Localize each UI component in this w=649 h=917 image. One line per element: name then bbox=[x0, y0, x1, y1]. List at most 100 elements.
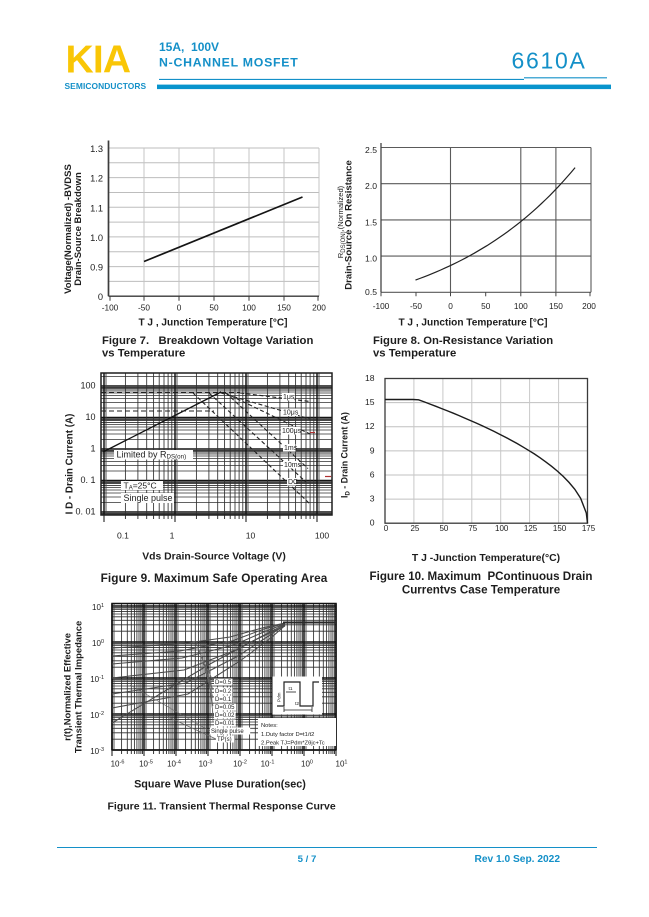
svg-text:50: 50 bbox=[439, 524, 448, 533]
svg-text:10-4: 10-4 bbox=[167, 760, 181, 769]
svg-text:6610A: 6610A bbox=[512, 48, 587, 74]
svg-text:D=0.02: D=0.02 bbox=[215, 713, 235, 719]
svg-text:t1: t1 bbox=[289, 686, 293, 692]
svg-text:DC: DC bbox=[288, 479, 298, 486]
svg-text:200: 200 bbox=[582, 301, 596, 311]
svg-text:-100: -100 bbox=[373, 301, 390, 311]
svg-text:Transient Thermal Impedance: Transient Thermal Impedance bbox=[73, 621, 84, 753]
svg-text:Drain-Source Breakdown: Drain-Source Breakdown bbox=[73, 172, 84, 286]
svg-text:10μs: 10μs bbox=[283, 410, 299, 417]
svg-text:25: 25 bbox=[410, 524, 419, 533]
svg-text:2.0: 2.0 bbox=[365, 181, 377, 191]
svg-text:T J , Junction Temperature [°C: T J , Junction Temperature [°C] bbox=[138, 318, 287, 329]
svg-text:-50: -50 bbox=[138, 302, 150, 312]
svg-text:12: 12 bbox=[365, 421, 375, 431]
svg-text:100μs: 100μs bbox=[282, 428, 302, 435]
svg-text:10-3: 10-3 bbox=[90, 747, 104, 756]
svg-text:Notes:: Notes: bbox=[261, 723, 278, 729]
svg-text:1μs: 1μs bbox=[283, 394, 295, 401]
svg-text:KIA: KIA bbox=[66, 39, 131, 82]
svg-text:100: 100 bbox=[495, 524, 509, 533]
svg-text:10ms: 10ms bbox=[284, 462, 302, 469]
svg-text:10-1: 10-1 bbox=[261, 760, 275, 769]
svg-text:Figure 8. On-Resistance Variat: Figure 8. On-Resistance Variation bbox=[373, 335, 553, 347]
svg-text:50: 50 bbox=[209, 302, 219, 312]
svg-text:125: 125 bbox=[524, 524, 538, 533]
svg-text:Square Wave Pluse Duration(sec: Square Wave Pluse Duration(sec) bbox=[134, 779, 306, 791]
svg-text:0.5: 0.5 bbox=[365, 287, 377, 297]
svg-text:75: 75 bbox=[468, 524, 477, 533]
svg-text:N-CHANNEL MOSFET: N-CHANNEL MOSFET bbox=[159, 56, 299, 70]
svg-text:15: 15 bbox=[365, 397, 375, 407]
svg-text:Single pulse: Single pulse bbox=[124, 493, 173, 503]
svg-text:Drain-Source On Resistance: Drain-Source On Resistance bbox=[344, 160, 355, 290]
svg-text:T J -Junction Temperature(°C): T J -Junction Temperature(°C) bbox=[412, 553, 560, 564]
svg-text:50: 50 bbox=[481, 301, 491, 311]
svg-text:10-1: 10-1 bbox=[90, 675, 104, 684]
svg-text:D=0.05: D=0.05 bbox=[215, 705, 235, 711]
svg-text:-100: -100 bbox=[102, 302, 119, 312]
svg-text:TA=25°C: TA=25°C bbox=[124, 481, 157, 492]
svg-text:10-2: 10-2 bbox=[233, 760, 247, 769]
svg-text:150: 150 bbox=[277, 302, 291, 312]
svg-text:6: 6 bbox=[370, 470, 375, 480]
svg-text:ID - Drain Current (A): ID - Drain Current (A) bbox=[340, 412, 352, 498]
svg-text:150: 150 bbox=[549, 301, 563, 311]
svg-text:Voltage(Normalized) -BVDSS: Voltage(Normalized) -BVDSS bbox=[63, 164, 74, 294]
svg-text:1.5: 1.5 bbox=[365, 217, 377, 227]
svg-text:15A, 100V: 15A, 100V bbox=[159, 40, 219, 54]
svg-text:1.0: 1.0 bbox=[365, 254, 377, 264]
svg-text:Pdm: Pdm bbox=[277, 692, 282, 702]
svg-text:r(t),Normalized Effective: r(t),Normalized Effective bbox=[62, 633, 73, 741]
svg-text:Figure 7. Breakdown Voltage: Figure 7. Breakdown Voltage Variation bbox=[102, 335, 313, 347]
svg-text:D=0.2: D=0.2 bbox=[215, 689, 232, 695]
svg-text:Single pulse: Single pulse bbox=[211, 729, 244, 735]
svg-text:I D - Drain Current (A): I D - Drain Current (A) bbox=[65, 414, 76, 515]
svg-text:200: 200 bbox=[312, 302, 326, 312]
svg-text:0.9: 0.9 bbox=[90, 263, 103, 273]
svg-text:101: 101 bbox=[336, 760, 348, 769]
svg-text:Figure 11. Transient Thermal R: Figure 11. Transient Thermal Response Cu… bbox=[108, 801, 336, 813]
svg-text:100: 100 bbox=[92, 639, 104, 648]
svg-text:0: 0 bbox=[177, 302, 182, 312]
svg-text:10-3: 10-3 bbox=[199, 760, 213, 769]
svg-text:D=0.01: D=0.01 bbox=[215, 721, 235, 727]
svg-text:t2: t2 bbox=[295, 701, 299, 707]
svg-text:Figure 10. Maximum PContinuou: Figure 10. Maximum PContinuous Drain bbox=[370, 570, 593, 583]
svg-text:10-6: 10-6 bbox=[111, 760, 125, 769]
svg-text:10-2: 10-2 bbox=[90, 711, 104, 720]
svg-text:T J , Junction Temperature [°C: T J , Junction Temperature [°C] bbox=[398, 318, 547, 329]
svg-text:0: 0 bbox=[384, 524, 389, 533]
svg-text:Figure 9. Maximum Safe Operati: Figure 9. Maximum Safe Operating Area bbox=[101, 571, 328, 585]
svg-text:0: 0 bbox=[98, 292, 103, 302]
svg-text:SEMICONDUCTORS: SEMICONDUCTORS bbox=[65, 81, 147, 91]
svg-text:1.Duty factor D=t1/t2: 1.Duty factor D=t1/t2 bbox=[261, 732, 314, 738]
svg-text:9: 9 bbox=[370, 445, 375, 455]
svg-text:10-5: 10-5 bbox=[139, 760, 153, 769]
svg-text:1.1: 1.1 bbox=[90, 203, 103, 213]
svg-text:1: 1 bbox=[90, 444, 95, 454]
svg-text:175: 175 bbox=[582, 524, 596, 533]
svg-text:0: 0 bbox=[448, 301, 453, 311]
svg-text:1: 1 bbox=[170, 531, 175, 541]
svg-text:1ms: 1ms bbox=[284, 445, 298, 452]
svg-text:D=0.5: D=0.5 bbox=[215, 680, 232, 686]
svg-text:0: 0 bbox=[370, 518, 375, 528]
svg-text:Vds Drain-Source Voltage (V): Vds Drain-Source Voltage (V) bbox=[142, 552, 286, 563]
svg-text:-50: -50 bbox=[410, 301, 422, 311]
svg-text:0. 01: 0. 01 bbox=[75, 507, 95, 517]
svg-text:100: 100 bbox=[242, 302, 256, 312]
svg-text:Rev 1.0 Sep. 2022: Rev 1.0 Sep. 2022 bbox=[474, 854, 560, 865]
svg-text:101: 101 bbox=[92, 603, 104, 612]
svg-text:vs Temperature: vs Temperature bbox=[373, 348, 456, 360]
svg-text:1.2: 1.2 bbox=[90, 174, 103, 184]
svg-text:D=0.1: D=0.1 bbox=[215, 697, 232, 703]
svg-text:Limited by RDS(on): Limited by RDS(on) bbox=[117, 450, 187, 461]
svg-text:10: 10 bbox=[85, 412, 95, 422]
svg-text:2.5: 2.5 bbox=[365, 145, 377, 155]
svg-text:TP(s): TP(s) bbox=[217, 737, 232, 743]
svg-text:100: 100 bbox=[301, 760, 313, 769]
svg-text:100: 100 bbox=[315, 531, 330, 541]
svg-text:1.3: 1.3 bbox=[90, 144, 103, 154]
svg-text:18: 18 bbox=[365, 373, 375, 383]
